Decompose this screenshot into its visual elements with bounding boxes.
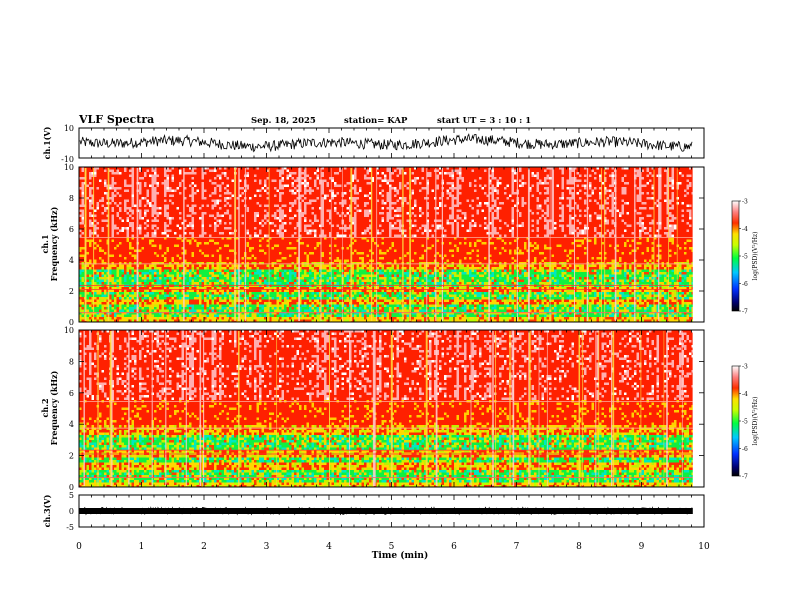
figure-title: VLF Spectra xyxy=(78,113,154,126)
time-tick-marks xyxy=(78,128,705,527)
time-tick-labels: 0 1 2 3 4 5 6 7 8 9 10 xyxy=(76,542,710,552)
ch2-colorbar-label: log(PSD)(V²/Hz) xyxy=(752,397,759,446)
ch1-waveform-ylabel: ch.1(V) xyxy=(42,126,52,159)
ch1-ytick-bottom: -10 xyxy=(61,155,74,164)
ch1-frequency-ytick-label: 10 xyxy=(64,163,74,172)
time-tick-label: 5 xyxy=(389,542,395,552)
time-tick-label: 6 xyxy=(451,542,457,552)
time-tick-label: 10 xyxy=(698,542,710,552)
ch1-channel-label: ch.1 xyxy=(40,234,50,253)
time-tick-label: 0 xyxy=(76,542,82,552)
ch1-colorbar-tick-label: -3 xyxy=(742,199,748,206)
ch2-frequency-ytick-label: 8 xyxy=(69,357,74,366)
ch1-spectrogram-image xyxy=(79,167,704,322)
ch1-frequency-ytick-label: 8 xyxy=(69,194,74,203)
ch1-frequency-ytick-label: 6 xyxy=(69,225,74,234)
ch1-frequency-ytick-label: 4 xyxy=(69,256,74,265)
ch1-ytick-top: 10 xyxy=(64,124,74,133)
ch1-colorbar-label: log(PSD)(V²/Hz) xyxy=(752,232,759,281)
ch1-frequency-ylabel: Frequency (kHz) xyxy=(49,206,59,281)
ch2-spectrogram-panel: 0 2 4 6 8 10 ch.2 Frequency (kHz) -3 -4 -5 -6 -7 l… xyxy=(40,326,759,492)
time-tick-label: 9 xyxy=(639,542,645,552)
ch2-frequency-ytick-label: 0 xyxy=(69,483,74,492)
ch2-colorbar-tick-label: -4 xyxy=(742,391,748,398)
ch1-colorbar: -3 -4 -5 -6 -7 log(PSD)(V²/Hz) xyxy=(731,199,759,316)
ch2-frequency-ytick-label: 6 xyxy=(69,389,74,398)
station-label: station= KAP xyxy=(344,116,408,126)
ch2-frequency-ytick-label: 4 xyxy=(69,420,74,429)
ch1-frequency-ytick-label: 2 xyxy=(69,287,74,296)
date-label: Sep. 18, 2025 xyxy=(251,116,316,126)
ch2-colorbar-tick-label: -7 xyxy=(742,474,748,481)
ch3-ytick-mid: 0 xyxy=(69,507,74,516)
time-tick-label: 7 xyxy=(514,542,520,552)
ch3-waveform-band xyxy=(79,508,693,514)
x-axis-label: Time (min) xyxy=(372,550,429,561)
ch2-colorbar-bar xyxy=(731,365,740,477)
time-tick-label: 8 xyxy=(576,542,582,552)
time-tick-label: 4 xyxy=(326,542,332,552)
ch1-frequency-ytick-label: 0 xyxy=(69,318,74,327)
ch2-frequency-ylabel: Frequency (kHz) xyxy=(49,370,59,445)
time-tick-label: 1 xyxy=(139,542,145,552)
ch2-colorbar-tick-label: -6 xyxy=(742,446,748,453)
ch1-colorbar-tick-label: -6 xyxy=(742,281,748,288)
time-tick-label: 3 xyxy=(264,542,270,552)
ch2-spectrogram-image xyxy=(79,330,704,488)
ch2-colorbar: -3 -4 -5 -6 -7 log(PSD)(V²/Hz) xyxy=(731,364,759,481)
ch2-colorbar-tick-label: -5 xyxy=(742,419,748,426)
ch1-spectrogram-panel: 0 2 4 6 8 10 ch.1 Frequency (kHz) -3 -4 -5 -6 -7 l… xyxy=(40,163,759,327)
ch3-ytick-top: 5 xyxy=(69,491,74,500)
ch2-channel-label: ch.2 xyxy=(40,398,50,417)
start-time-label: start UT = 3 : 10 : 1 xyxy=(437,116,531,126)
ch1-waveform-line xyxy=(79,133,693,153)
ch2-frequency-ytick-label: 2 xyxy=(69,452,74,461)
ch3-waveform-ylabel: ch.3(V) xyxy=(42,494,52,527)
ch1-colorbar-tick-label: -7 xyxy=(742,309,748,316)
ch2-frequency-ytick-label: 10 xyxy=(64,326,74,335)
ch1-colorbar-tick-label: -5 xyxy=(742,254,748,261)
ch3-waveform-line xyxy=(79,506,693,516)
ch1-colorbar-bar xyxy=(731,200,740,312)
ch1-colorbar-tick-label: -4 xyxy=(742,226,748,233)
time-tick-label: 2 xyxy=(201,542,207,552)
ch2-colorbar-tick-label: -3 xyxy=(742,364,748,371)
ch3-ytick-bottom: -5 xyxy=(66,523,74,532)
